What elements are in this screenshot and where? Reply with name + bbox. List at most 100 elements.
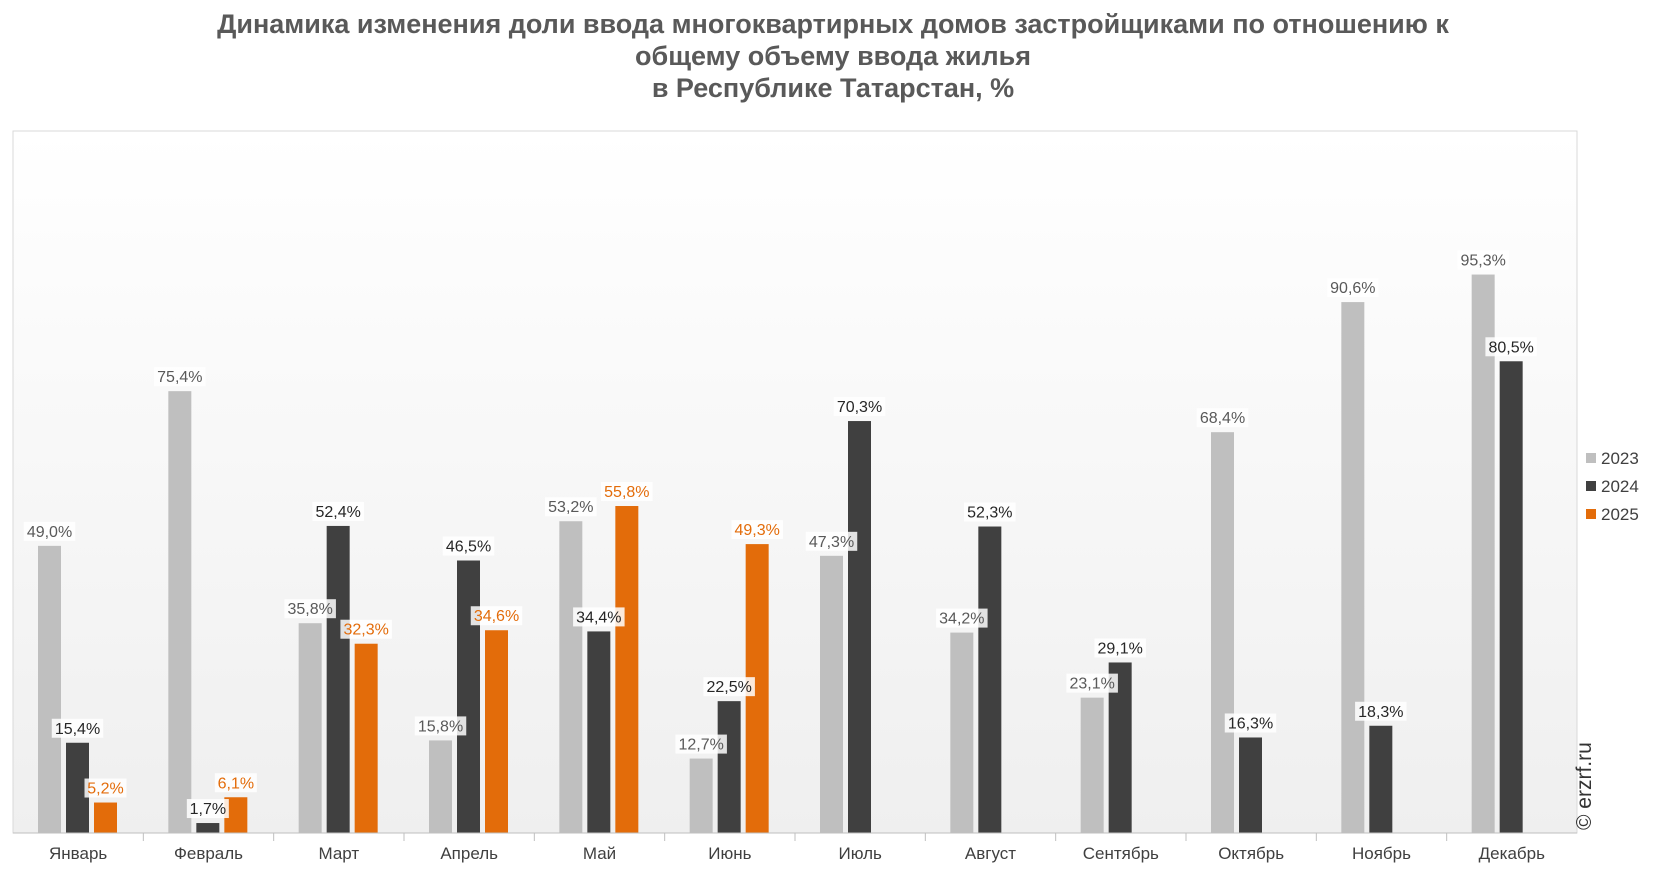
data-label-2025: 55,8% <box>604 484 649 501</box>
bar-2024 <box>1369 725 1393 833</box>
data-label-bg <box>1196 408 1249 428</box>
data-label-2024: 46,5% <box>446 539 491 556</box>
data-label-2024: 52,3% <box>967 505 1012 522</box>
data-label-2023: 75,4% <box>157 369 202 386</box>
bar-2024 <box>1108 662 1132 833</box>
x-tick-label: Октябрь <box>1218 844 1284 863</box>
x-tick-label: Сентябрь <box>1083 844 1159 863</box>
data-label-bg <box>936 608 988 628</box>
legend-swatch-2023 <box>1586 453 1596 463</box>
data-label-2024: 29,1% <box>1097 640 1142 657</box>
data-label-bg <box>340 619 392 639</box>
x-tick-label: Декабрь <box>1479 844 1545 863</box>
bar-2023 <box>689 758 713 833</box>
data-label-bg <box>1327 278 1379 298</box>
data-label-bg <box>545 497 597 517</box>
data-label-bg <box>214 773 257 793</box>
data-label-2023: 23,1% <box>1069 676 1114 693</box>
bar-2023 <box>298 623 322 833</box>
plot-area <box>12 130 1578 834</box>
bar-2025 <box>354 643 378 833</box>
bar-2023 <box>429 740 452 833</box>
data-label-2023: 34,2% <box>939 611 984 628</box>
data-label-2024: 52,4% <box>315 504 360 521</box>
data-label-2024: 18,3% <box>1358 704 1403 721</box>
x-tick-label: Май <box>583 844 616 863</box>
data-label-2025: 32,3% <box>343 622 388 639</box>
bar-2024 <box>457 560 480 833</box>
bar-2023 <box>38 545 61 833</box>
data-label-bg <box>833 397 886 417</box>
data-label-2024: 80,5% <box>1488 339 1533 356</box>
data-label-bg <box>51 718 104 738</box>
data-label-2023: 15,8% <box>418 718 463 735</box>
bar-2024 <box>848 421 871 833</box>
chart-title-line-1: Динамика изменения доли ввода многокварт… <box>217 9 1449 39</box>
data-label-bg <box>731 520 783 540</box>
data-label-bg <box>964 502 1016 522</box>
bar-2025 <box>745 544 769 833</box>
data-label-2025: 5,2% <box>87 781 123 798</box>
data-label-bg <box>601 482 653 502</box>
data-label-bg <box>1355 701 1407 721</box>
x-tick-label: Февраль <box>174 844 243 863</box>
data-label-2023: 35,8% <box>287 601 332 618</box>
data-label-2024: 1,7% <box>190 801 226 818</box>
data-label-2025: 34,6% <box>474 608 519 625</box>
bar-2023 <box>1341 302 1365 834</box>
legend-label-2023: 2023 <box>1601 449 1639 468</box>
bar-2024 <box>66 742 89 833</box>
data-label-bg <box>1066 673 1118 693</box>
bar-2024 <box>1499 361 1523 833</box>
legend-label-2025: 2025 <box>1601 505 1639 524</box>
legend-label-2024: 2024 <box>1601 477 1639 496</box>
bar-2025 <box>224 797 248 833</box>
data-label-bg <box>1094 638 1146 658</box>
chart-title-line-3: в Республике Татарстан, % <box>651 73 1015 103</box>
bar-2024 <box>587 631 611 833</box>
bar-2024 <box>196 823 220 833</box>
x-tick-label: Март <box>318 844 359 863</box>
data-label-bg <box>805 531 858 551</box>
bar-2023 <box>950 632 974 833</box>
data-label-bg <box>23 521 76 541</box>
bar-2024 <box>978 526 1002 833</box>
data-label-2023: 47,3% <box>809 534 854 551</box>
chart-title-line-2: общему объему ввода жилья <box>635 41 1031 71</box>
bar-2025 <box>485 630 508 833</box>
data-label-bg <box>1224 713 1277 733</box>
data-label-2023: 95,3% <box>1460 253 1505 270</box>
x-tick-label: Август <box>965 844 1016 863</box>
data-label-bg <box>84 778 127 798</box>
data-label-bg <box>154 367 206 387</box>
data-label-2023: 90,6% <box>1330 280 1375 297</box>
data-label-bg <box>284 599 336 619</box>
data-label-bg <box>186 799 229 819</box>
x-tick-label: Июнь <box>708 844 751 863</box>
data-label-bg <box>442 536 495 556</box>
bar-2024 <box>1239 737 1262 833</box>
chart-title: Динамика изменения доли ввода многокварт… <box>0 8 1666 104</box>
data-label-bg <box>1457 250 1509 270</box>
data-label-bg <box>1485 337 1537 357</box>
x-tick-label: Январь <box>49 844 107 863</box>
x-tick-label: Апрель <box>440 844 498 863</box>
data-label-bg <box>312 501 364 521</box>
data-label-bg <box>703 677 755 697</box>
bar-2023 <box>168 391 192 833</box>
bar-2025 <box>94 802 117 833</box>
bar-2023 <box>1211 432 1234 833</box>
data-label-2024: 34,4% <box>576 609 621 626</box>
data-label-2023: 68,4% <box>1200 410 1245 427</box>
data-label-bg <box>470 606 523 626</box>
bar-2023 <box>1080 697 1104 833</box>
data-label-bg <box>573 607 625 627</box>
bar-2025 <box>615 506 639 833</box>
data-label-2025: 6,1% <box>218 775 254 792</box>
data-label-2023: 49,0% <box>27 524 72 541</box>
bar-2024 <box>326 525 350 833</box>
data-label-bg <box>675 734 727 754</box>
data-label-2024: 70,3% <box>837 399 882 416</box>
legend-swatch-2025 <box>1586 509 1596 519</box>
